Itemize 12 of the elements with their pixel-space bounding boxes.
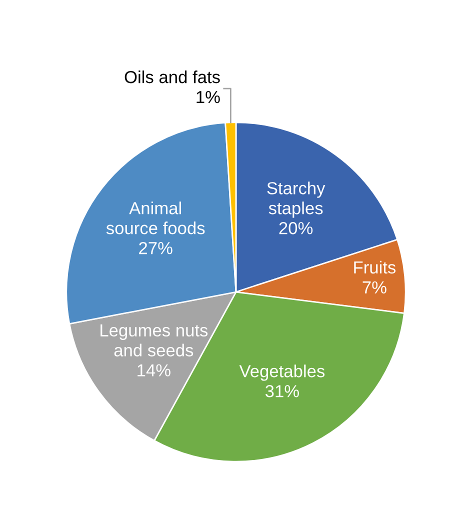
data-label: 7% bbox=[362, 281, 386, 294]
slice-label: Oils and fats bbox=[124, 70, 220, 84]
slice-label: Starchy staples bbox=[267, 182, 326, 218]
data-label: 31% bbox=[265, 385, 299, 398]
slice-label: Fruits bbox=[354, 260, 396, 274]
data-label: 14% bbox=[138, 364, 170, 376]
slice-label: Animal source foods bbox=[106, 202, 205, 234]
data-label: 27% bbox=[139, 242, 172, 254]
data-label: 20% bbox=[279, 222, 313, 234]
slice-label: Vegetables bbox=[239, 364, 325, 381]
data-label: 1% bbox=[196, 90, 220, 104]
slice-label: Legumes nuts and seeds bbox=[100, 324, 208, 356]
